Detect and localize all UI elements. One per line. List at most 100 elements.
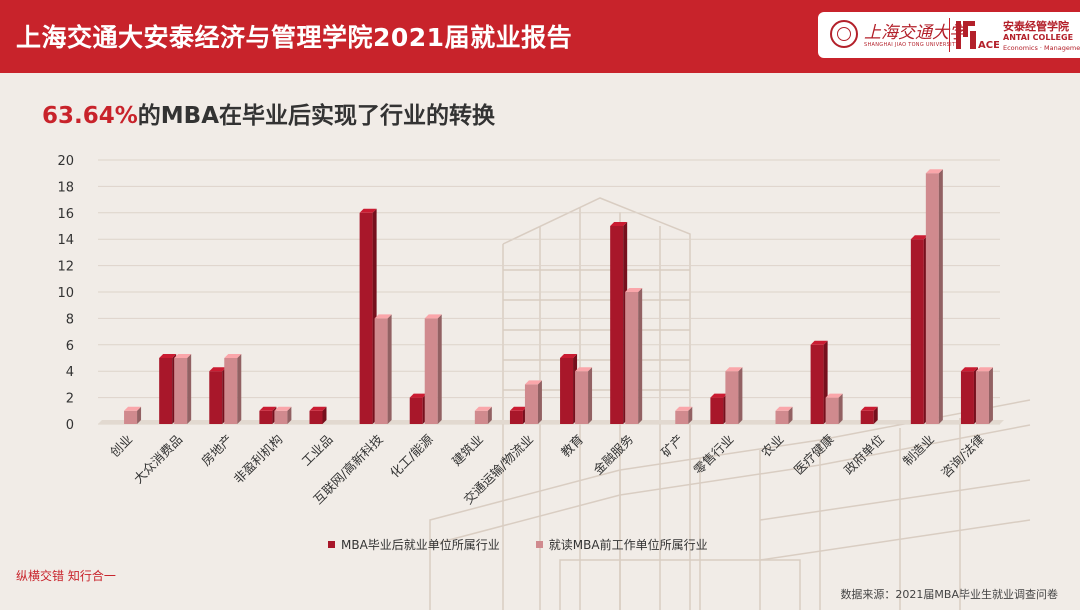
- bar-before: [274, 410, 288, 424]
- bar-side-after: [322, 406, 327, 424]
- bar-side-before: [788, 406, 793, 424]
- bar-top-before: [725, 367, 743, 372]
- y-tick-label: 16: [57, 207, 74, 222]
- bar-top-before: [424, 314, 442, 319]
- legend-label-before: 就读MBA前工作单位所属行业: [548, 538, 708, 552]
- bar-top-before: [224, 354, 242, 358]
- x-category-label: 工业品: [298, 432, 335, 469]
- bar-after: [560, 358, 574, 424]
- headline-text: 的MBA在毕业后实现了行业的转换: [137, 103, 496, 129]
- bar-top-after: [309, 406, 327, 411]
- x-category-label: 创业: [107, 432, 135, 460]
- bar-top-before: [775, 406, 793, 411]
- bar-before: [224, 358, 238, 424]
- bar-after: [309, 410, 323, 424]
- bar-side-before: [487, 406, 492, 424]
- x-category-label: 教育: [558, 432, 586, 460]
- college-name-en-sub: Economics · Management: [1003, 44, 1080, 52]
- bar-top-before: [274, 406, 292, 411]
- bar-side-before: [688, 406, 693, 424]
- bar-top-after: [960, 367, 978, 372]
- logo-divider: [949, 18, 950, 52]
- bar-after: [710, 397, 724, 424]
- college-mark-text: ACEM: [978, 40, 999, 51]
- bar-top-before: [174, 354, 192, 358]
- bar-before: [625, 292, 639, 424]
- university-name: 上海交通大学: [864, 23, 966, 43]
- bar-side-before: [838, 393, 843, 424]
- bar-top-before: [975, 367, 993, 372]
- bar-before: [775, 410, 789, 424]
- footer-slogan: 纵横交错 知行合一: [16, 569, 116, 583]
- bar-side-before: [387, 314, 392, 424]
- report-title: 上海交通大安泰经济与管理学院2021届就业报告: [16, 23, 573, 52]
- chart-headline: 63.64%的MBA在毕业后实现了行业的转换: [42, 96, 495, 130]
- bar-top-after: [810, 340, 828, 345]
- college-name-en: ANTAI COLLEGE: [1003, 33, 1074, 42]
- x-category-label: 制造业: [900, 432, 937, 469]
- x-category-label: 医疗健康: [791, 431, 837, 477]
- bar-after: [960, 371, 974, 424]
- footer-source: 数据来源：2021届MBA毕业生就业调查问卷: [840, 588, 1058, 601]
- x-category-label: 化工/能源: [387, 431, 436, 480]
- bar-top-before: [925, 169, 943, 174]
- y-tick-label: 10: [57, 286, 74, 301]
- legend-item-after: MBA毕业后就业单位所属行业: [328, 536, 500, 553]
- bar-before: [675, 410, 689, 424]
- college-name-cn: 安泰经管学院: [1003, 20, 1069, 33]
- y-tick-label: 0: [66, 418, 74, 433]
- bar-before: [975, 371, 989, 424]
- bar-before: [374, 318, 388, 424]
- acem-logo-icon: ACEM: [956, 21, 999, 51]
- bar-top-after: [259, 406, 277, 411]
- bar-top-after: [560, 354, 578, 358]
- university-name-en: SHANGHAI JIAO TONG UNIVERSITY: [864, 42, 959, 48]
- header-bar: 上海交通大安泰经济与管理学院2021届就业报告 上海交通大学 SHANGHAI …: [0, 0, 1080, 73]
- y-tick-label: 2: [66, 392, 74, 407]
- bar-side-after: [873, 406, 878, 424]
- bar-after: [359, 212, 373, 424]
- chart-legend: MBA毕业后就业单位所属行业 就读MBA前工作单位所属行业: [328, 536, 708, 553]
- headline-percentage: 63.64%: [42, 103, 138, 129]
- x-category-label: 金融服务: [590, 432, 636, 478]
- y-tick-label: 20: [57, 154, 74, 169]
- bar-after: [610, 226, 624, 424]
- x-category-label: 农业: [758, 432, 786, 460]
- bar-before: [524, 384, 538, 424]
- bar-after: [209, 371, 223, 424]
- bar-after: [860, 410, 874, 424]
- bar-after: [509, 410, 523, 424]
- bar-top-after: [209, 367, 227, 372]
- sjtu-seal-icon: [830, 20, 858, 48]
- bar-side-before: [738, 367, 743, 424]
- bar-top-after: [509, 406, 527, 411]
- x-category-label: 零售行业: [691, 432, 737, 478]
- bar-top-after: [710, 393, 728, 398]
- legend-swatch-dark: [328, 541, 335, 548]
- y-tick-label: 14: [57, 233, 74, 248]
- bar-side-before: [287, 406, 292, 424]
- bar-after: [910, 239, 924, 424]
- y-tick-label: 6: [66, 339, 74, 354]
- bar-top-after: [910, 235, 928, 240]
- bar-side-before: [988, 367, 993, 424]
- bar-top-before: [474, 406, 492, 411]
- y-tick-label: 12: [57, 260, 74, 275]
- bar-side-before: [137, 406, 142, 424]
- y-tick-label: 18: [57, 180, 74, 195]
- bar-top-after: [610, 222, 628, 226]
- x-category-label: 矿产: [658, 432, 686, 460]
- bar-top-after: [359, 208, 377, 213]
- bar-top-after: [159, 354, 177, 358]
- legend-item-before: 就读MBA前工作单位所属行业: [535, 536, 708, 553]
- bar-before: [825, 397, 839, 424]
- y-tick-label: 8: [66, 312, 74, 327]
- legend-label-after: MBA毕业后就业单位所属行业: [341, 538, 500, 552]
- bar-side-before: [638, 288, 643, 424]
- bar-side-before: [187, 354, 192, 424]
- x-category-label: 政府单位: [841, 432, 887, 478]
- bar-before: [925, 173, 939, 424]
- bar-after: [810, 344, 824, 424]
- bar-top-before: [374, 314, 392, 319]
